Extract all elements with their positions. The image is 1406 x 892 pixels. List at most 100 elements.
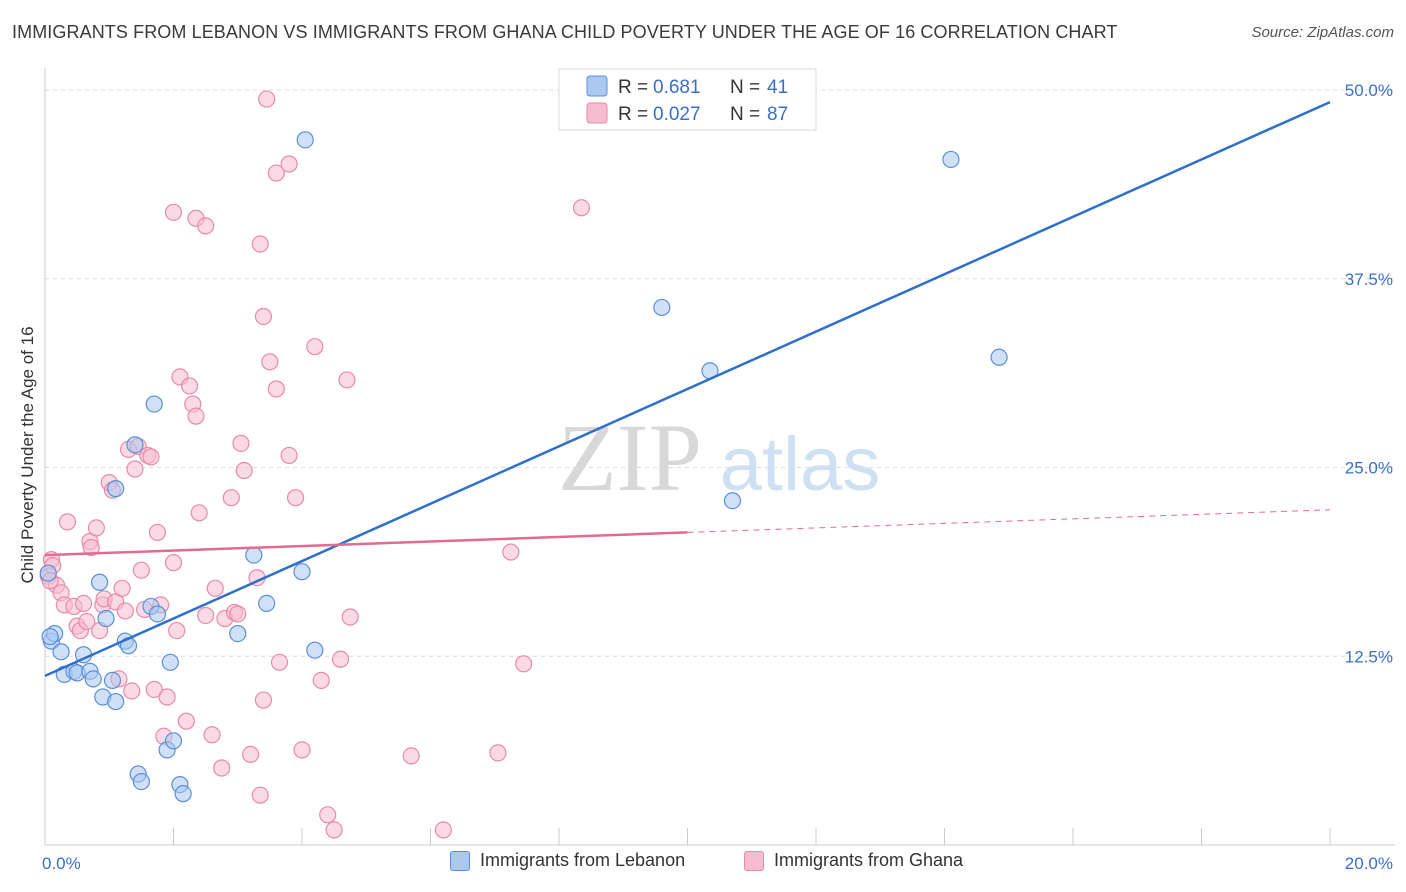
lebanon-point-9	[91, 573, 109, 591]
lebanon-point-22	[148, 605, 167, 623]
lebanon-point-13	[103, 671, 122, 690]
series-lebanon-points	[39, 131, 1008, 803]
ghana-point-68	[325, 821, 343, 839]
lebanon-point-38	[990, 348, 1008, 366]
ghana-point-55	[242, 745, 260, 764]
ghana-point-40	[177, 712, 195, 730]
ghana-point-67	[319, 806, 337, 824]
lebanon-point-39	[39, 564, 57, 582]
ghana-point-11	[78, 612, 96, 631]
axes	[44, 68, 1395, 846]
legend-item-ghana[interactable]: Immigrants from Ghana	[744, 850, 963, 871]
ghana-point-37	[164, 554, 183, 572]
ghana-point-14	[87, 519, 106, 537]
legend-swatch-lebanon	[586, 75, 608, 97]
legend-r-label-lebanon: R =	[618, 77, 648, 98]
lebanon-point-24	[161, 653, 179, 671]
legend-n-value-lebanon: 41	[767, 77, 788, 98]
trend-line-ghana	[44, 531, 688, 557]
legend-bottom: Immigrants from Lebanon Immigrants from …	[0, 850, 1406, 880]
legend-item-lebanon[interactable]: Immigrants from Lebanon	[450, 850, 685, 871]
ghana-point-76	[267, 164, 285, 182]
y-tick-label-1: 25.0%	[1345, 459, 1393, 478]
ghana-point-74	[197, 217, 215, 235]
y-tick-label-0: 12.5%	[1345, 647, 1393, 666]
ghana-point-26	[126, 460, 144, 478]
ghana-point-65	[306, 338, 324, 356]
ghana-point-36	[158, 688, 176, 706]
x-tick-label-min: 0.0%	[42, 854, 81, 873]
ghana-point-45	[197, 606, 215, 625]
ghana-point-6	[58, 513, 77, 531]
ghana-point-80	[402, 747, 420, 765]
lebanon-point-37	[942, 150, 960, 169]
trend-line-ghana-extension	[687, 509, 1331, 533]
legend-bottom-label-lebanon: Immigrants from Lebanon	[480, 850, 686, 870]
ghana-point-23	[116, 602, 134, 620]
lebanon-point-30	[258, 594, 276, 613]
ghana-point-82	[489, 744, 507, 762]
legend-r-value-ghana: 0.027	[653, 104, 701, 125]
series-ghana-points	[39, 90, 591, 839]
lebanon-point-27	[174, 785, 192, 803]
lebanon-point-31	[296, 131, 314, 149]
legend-r-label-ghana: R =	[618, 104, 648, 125]
ghana-point-53	[232, 434, 250, 452]
watermark-zip: ZIP	[558, 404, 702, 511]
ghana-point-54	[235, 461, 253, 480]
ghana-point-66	[312, 671, 330, 690]
legend-n-label-lebanon: N =	[730, 77, 760, 98]
ghana-point-38	[168, 621, 186, 640]
ghana-point-81	[434, 821, 452, 839]
legend-n-value-ghana: 87	[767, 104, 788, 125]
lebanon-point-25	[164, 732, 183, 750]
watermark-atlas: atlas	[720, 422, 881, 507]
ghana-point-22	[113, 579, 131, 597]
legend-r-value-lebanon: 0.681	[653, 77, 701, 98]
lebanon-point-29	[245, 546, 263, 564]
ghana-point-75	[251, 235, 269, 253]
ghana-point-62	[280, 446, 298, 465]
ghana-point-79	[258, 90, 276, 108]
ghana-point-77	[280, 155, 298, 173]
lebanon-point-36	[723, 492, 742, 510]
lebanon-point-12	[107, 692, 125, 711]
ghana-point-72	[254, 307, 273, 326]
trend-line-lebanon	[44, 100, 1331, 678]
ghana-point-78	[164, 203, 183, 221]
ghana-point-13	[82, 538, 100, 557]
ghana-point-50	[222, 489, 240, 507]
tick-labels: 12.5% 25.0% 37.5% 50.0% 0.0% 20.0%	[42, 81, 1393, 873]
lebanon-point-18	[132, 772, 150, 791]
source-label: Source: ZipAtlas.com	[1251, 24, 1394, 41]
ghana-point-64	[293, 741, 311, 759]
lebanon-point-16	[126, 436, 144, 454]
ghana-point-43	[187, 407, 205, 425]
ghana-point-69	[331, 650, 350, 668]
ghana-point-60	[267, 380, 285, 398]
legend-bottom-swatch-ghana	[744, 850, 764, 871]
ghana-point-85	[572, 199, 591, 217]
lebanon-point-8	[84, 670, 102, 688]
lebanon-point-34	[653, 298, 671, 317]
ghana-point-83	[502, 543, 520, 561]
legend-n-label-ghana: N =	[730, 104, 760, 125]
lebanon-point-11	[97, 609, 115, 628]
ghana-point-61	[270, 653, 289, 671]
ghana-point-25	[123, 682, 141, 700]
ghana-point-52	[229, 605, 247, 623]
trend-lines	[44, 100, 1331, 678]
lebanon-point-28	[229, 624, 247, 643]
ghana-point-59	[261, 353, 279, 371]
y-tick-label-3: 50.0%	[1345, 81, 1393, 100]
y-axis-label: Child Poverty Under the Age of 16	[18, 326, 37, 583]
ghana-point-33	[148, 523, 167, 542]
legend-top: R = 0.681 N = 41 R = 0.027 N = 87	[558, 68, 817, 131]
legend-bottom-label-ghana: Immigrants from Ghana	[774, 850, 964, 870]
lebanon-point-20	[145, 395, 163, 413]
ghana-point-10	[74, 594, 93, 613]
ghana-point-63	[286, 489, 305, 507]
ghana-point-28	[132, 561, 150, 579]
ghana-point-71	[341, 608, 359, 626]
